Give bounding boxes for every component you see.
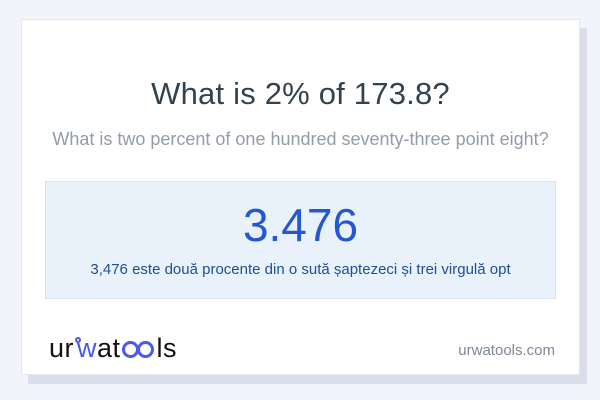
logo-blue-letter: w: [77, 333, 98, 363]
result-description: 3,476 este două procente din o sută șapt…: [90, 260, 511, 278]
page-title: What is 2% of 173.8?: [151, 76, 450, 111]
logo-text-suffix: ls: [156, 333, 178, 363]
footer: ur w at ls urwatools.com: [49, 333, 555, 364]
degree-ring-icon: [75, 337, 82, 343]
content-card: What is 2% of 173.8? What is two percent…: [21, 19, 580, 375]
site-url: urwatools.com: [458, 342, 555, 359]
result-box: 3.476 3,476 este două procente din o sut…: [45, 181, 556, 299]
urwatools-logo[interactable]: ur w at ls: [49, 333, 177, 364]
result-value: 3.476: [242, 199, 359, 251]
page-subtitle: What is two percent of one hundred seven…: [52, 129, 549, 149]
glasses-oo-icon: [121, 335, 157, 366]
logo-text-prefix: ur: [49, 333, 75, 363]
logo-text-mid: at: [97, 333, 121, 363]
